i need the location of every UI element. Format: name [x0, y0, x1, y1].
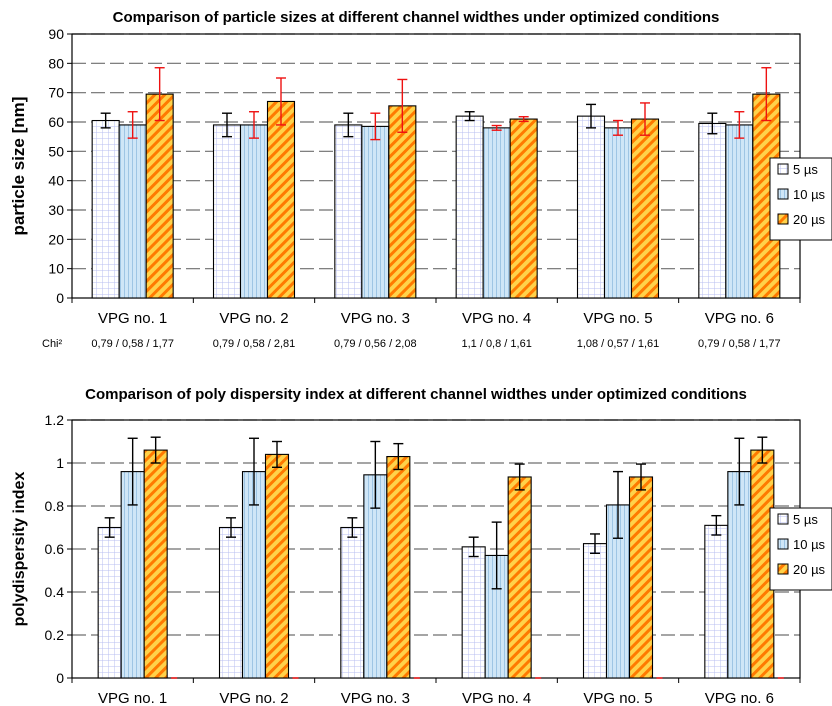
y-tick-label: 1.2	[45, 412, 65, 428]
legend-swatch	[778, 514, 788, 524]
bar	[268, 101, 295, 298]
bar	[335, 125, 362, 298]
category-label: VPG no. 3	[341, 690, 410, 706]
legend-entry: 20 µs	[793, 212, 826, 227]
bar	[578, 116, 605, 298]
category-label: VPG no. 1	[98, 690, 167, 706]
chi-value: 0,79 / 0,58 / 1,77	[698, 338, 781, 350]
y-tick-label: 80	[48, 55, 64, 71]
legend-entry: 20 µs	[793, 562, 826, 577]
legend-entry: 5 µs	[793, 512, 818, 527]
chi-value: 0,79 / 0,56 / 2,08	[334, 338, 417, 350]
bar	[98, 528, 121, 679]
y-tick-label: 1	[56, 455, 64, 471]
y-tick-label: 0	[56, 290, 64, 306]
y-axis-label: polydispersity index	[11, 472, 28, 627]
legend-swatch	[778, 189, 788, 199]
chi-label: Chi²	[42, 338, 63, 350]
bar	[632, 119, 659, 298]
y-tick-label: 50	[48, 143, 64, 159]
category-label: VPG no. 6	[705, 310, 774, 327]
legend-swatch	[778, 539, 788, 549]
bar	[241, 125, 268, 298]
bar	[92, 121, 119, 298]
bar	[510, 119, 537, 298]
bar	[146, 94, 173, 298]
chi-value: 1,08 / 0,57 / 1,61	[577, 338, 660, 350]
bar	[699, 123, 726, 298]
bar	[362, 126, 389, 298]
category-label: VPG no. 4	[462, 310, 531, 327]
y-tick-label: 60	[48, 114, 64, 130]
bar	[341, 528, 364, 679]
bar	[705, 525, 728, 678]
chi-value: 0,79 / 0,58 / 1,77	[91, 338, 174, 350]
y-tick-label: 0.2	[45, 627, 65, 643]
bar	[220, 528, 243, 679]
category-label: VPG no. 1	[98, 310, 167, 327]
category-label: VPG no. 2	[219, 690, 288, 706]
y-tick-label: 40	[48, 173, 64, 189]
bar	[726, 125, 753, 298]
category-label: VPG no. 6	[705, 690, 774, 706]
category-label: VPG no. 2	[219, 310, 288, 327]
y-tick-label: 0.6	[45, 541, 65, 557]
chi-value: 1,1 / 0,8 / 1,61	[461, 338, 531, 350]
y-tick-label: 70	[48, 85, 64, 101]
y-tick-label: 0.8	[45, 498, 65, 514]
bar	[584, 544, 607, 678]
category-label: VPG no. 3	[341, 310, 410, 327]
bar	[456, 116, 483, 298]
legend-swatch	[778, 164, 788, 174]
legend-swatch	[778, 564, 788, 574]
bar	[483, 128, 510, 298]
y-axis-label: particle size [nm]	[9, 97, 28, 236]
y-tick-label: 20	[48, 231, 64, 247]
y-tick-label: 90	[48, 26, 64, 42]
legend-entry: 10 µs	[793, 537, 826, 552]
bar	[144, 450, 167, 678]
y-tick-label: 0	[56, 670, 64, 686]
y-tick-label: 0.4	[45, 584, 65, 600]
y-tick-label: 30	[48, 202, 64, 218]
y-tick-label: 10	[48, 261, 64, 277]
legend-entry: 10 µs	[793, 187, 826, 202]
category-label: VPG no. 5	[583, 310, 652, 327]
pdi-chart: 0 0.2 0.4 0.6 0.8 1 1.2 VPG no. 1 VPG no. 2 VPG n…	[11, 412, 832, 706]
legend-swatch	[778, 214, 788, 224]
bar	[508, 477, 531, 678]
bar	[266, 454, 289, 678]
particle-size-chart: 0 10 20 30 40 50 60 70 80 90 VPG no. 1 0,79 / 0,58 …	[9, 26, 832, 350]
bar	[630, 477, 653, 678]
bar	[387, 457, 410, 678]
bar	[214, 125, 241, 298]
category-label: VPG no. 5	[583, 690, 652, 706]
bar	[605, 128, 632, 298]
legend-entry: 5 µs	[793, 162, 818, 177]
bar	[389, 106, 416, 298]
bar	[462, 547, 485, 678]
category-label: VPG no. 4	[462, 690, 531, 706]
chi-value: 0,79 / 0,58 / 2,81	[213, 338, 296, 350]
bar	[119, 125, 146, 298]
plot-frame	[72, 34, 800, 298]
